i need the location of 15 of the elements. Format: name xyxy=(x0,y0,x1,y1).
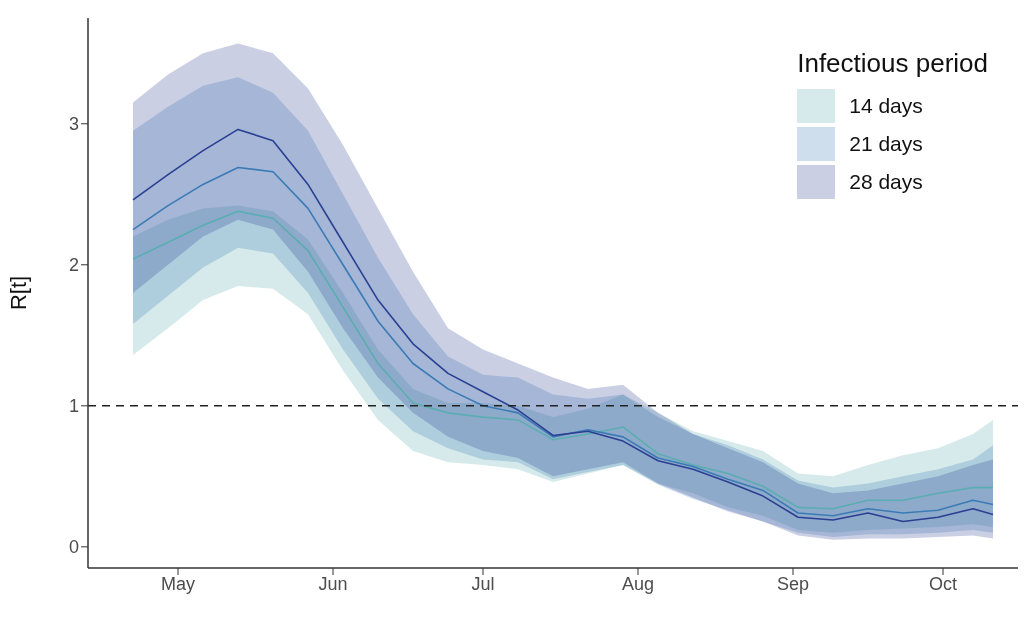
y-tick-label: 1 xyxy=(68,396,79,417)
x-tick-label: Jun xyxy=(318,573,348,594)
x-tick-label: Sep xyxy=(776,573,810,594)
y-tick-label: 3 xyxy=(68,114,79,135)
x-tick-label: May xyxy=(160,573,196,594)
legend-label: 21 days xyxy=(849,132,923,156)
legend-label: 28 days xyxy=(849,170,923,194)
y-tick-label: 0 xyxy=(68,537,79,558)
x-tick-label: Jul xyxy=(471,573,495,594)
legend-title: Infectious period xyxy=(797,48,988,79)
x-tick-label: Oct xyxy=(928,573,958,594)
y-tick-label: 2 xyxy=(68,255,79,276)
legend-label: 14 days xyxy=(849,94,923,118)
y-axis-title: R[t] xyxy=(5,275,31,311)
x-tick-label: Aug xyxy=(621,573,655,594)
